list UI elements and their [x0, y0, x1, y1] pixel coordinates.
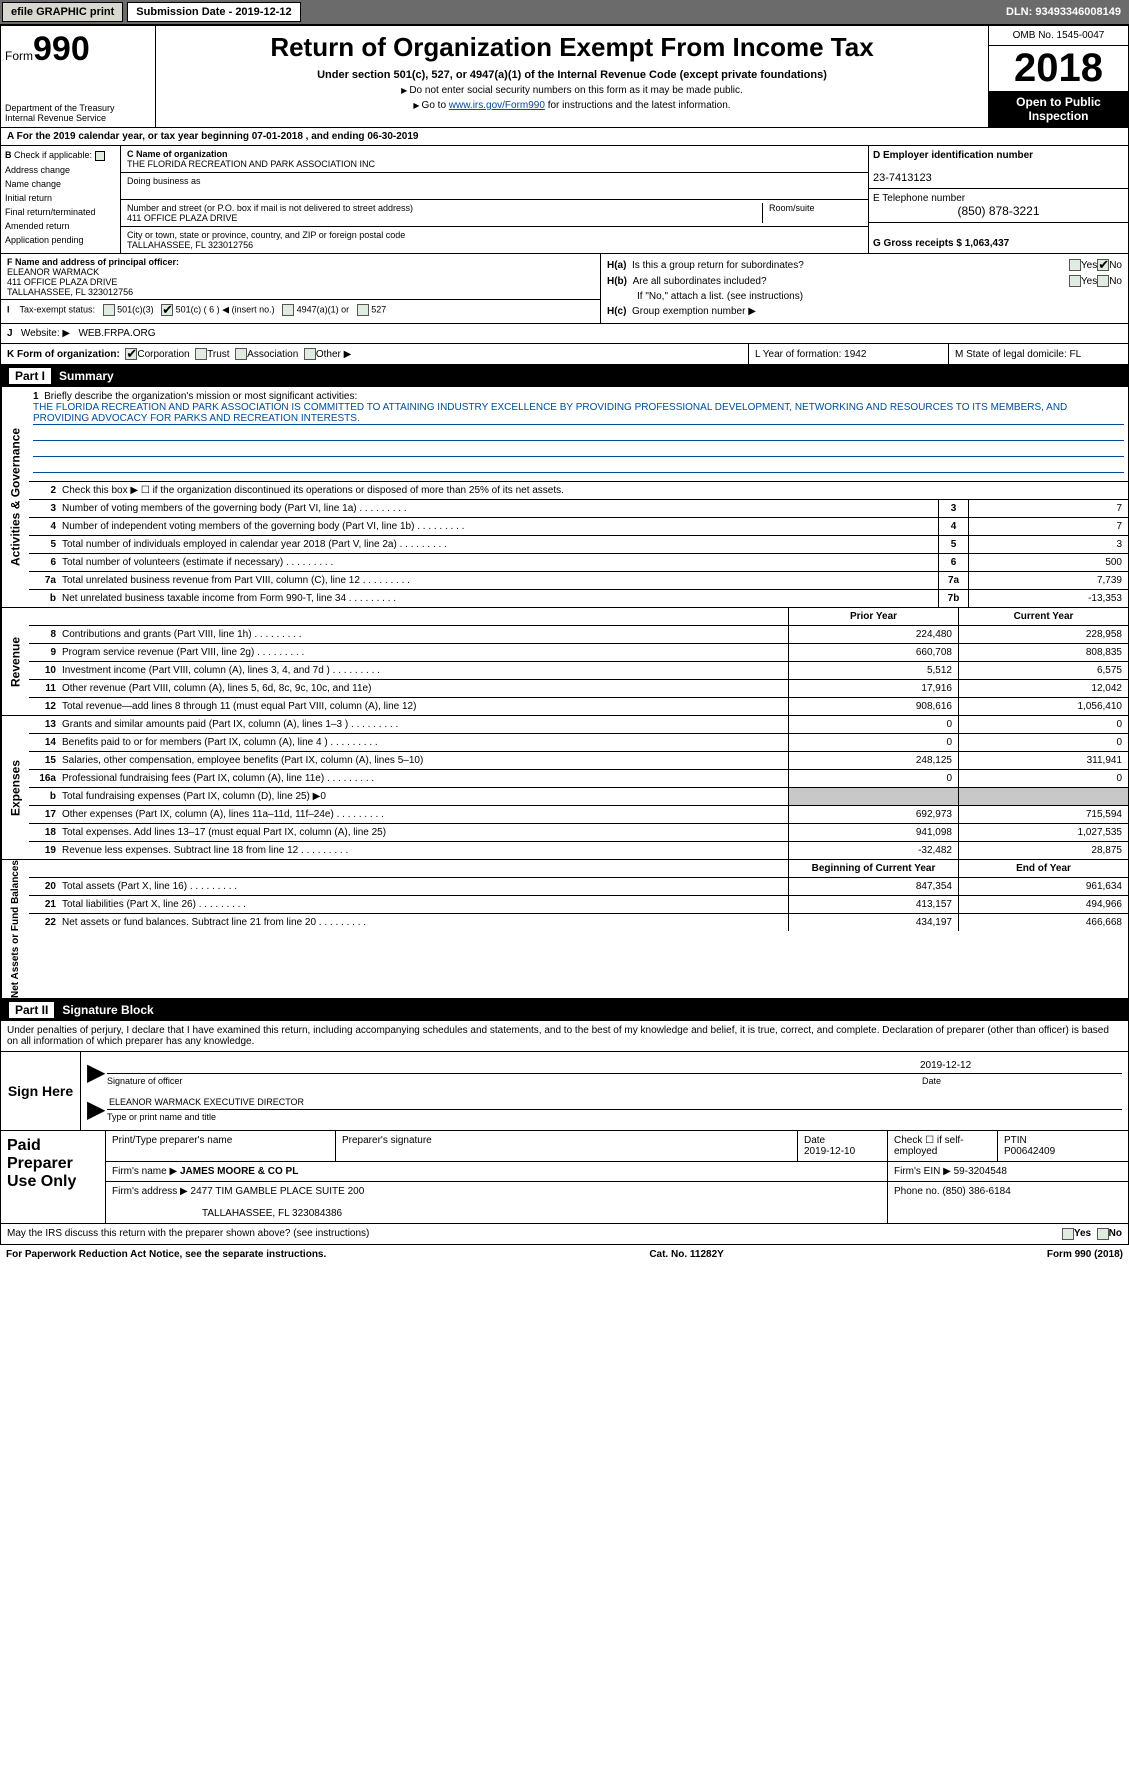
rev-row: 9Program service revenue (Part VIII, lin…	[29, 644, 1128, 662]
exp-row: 14Benefits paid to or for members (Part …	[29, 734, 1128, 752]
section-de: D Employer identification number23-74131…	[868, 146, 1128, 253]
label-expenses: Expenses	[1, 716, 29, 859]
gov-row: 3Number of voting members of the governi…	[29, 500, 1128, 518]
ha-yes[interactable]	[1069, 259, 1081, 271]
firm-name: JAMES MOORE & CO PL	[180, 1166, 298, 1177]
gov-row: 5Total number of individuals employed in…	[29, 536, 1128, 554]
exp-row: 17Other expenses (Part IX, column (A), l…	[29, 806, 1128, 824]
note-link: Go to www.irs.gov/Form990 for instructio…	[162, 100, 982, 111]
checkbox-527[interactable]	[357, 304, 369, 316]
gov-row: 6Total number of volunteers (estimate if…	[29, 554, 1128, 572]
firm-ein: 59-3204548	[954, 1166, 1007, 1177]
ha-no[interactable]	[1097, 259, 1109, 271]
section-k: K Form of organization: Corporation Trus…	[0, 344, 749, 365]
exp-row-shade: bTotal fundraising expenses (Part IX, co…	[29, 788, 1128, 806]
section-b: B Check if applicable: Address change Na…	[1, 146, 121, 253]
omb-number: OMB No. 1545-0047	[989, 26, 1128, 46]
firm-addr: 2477 TIM GAMBLE PLACE SUITE 200	[191, 1186, 365, 1197]
mission-row: 1 Briefly describe the organization's mi…	[29, 387, 1128, 482]
gov-row: 2Check this box ▶ ☐ if the organization …	[29, 482, 1128, 500]
row-a: A For the 2019 calendar year, or tax yea…	[0, 128, 1129, 146]
rev-row: 8Contributions and grants (Part VIII, li…	[29, 626, 1128, 644]
form-number: Form990	[5, 30, 151, 69]
ein: 23-7413123	[873, 172, 932, 184]
discuss-yes[interactable]	[1062, 1228, 1074, 1240]
exp-row: 19Revenue less expenses. Subtract line 1…	[29, 842, 1128, 859]
section-m: M State of legal domicile: FL	[949, 344, 1129, 365]
org-city: TALLAHASSEE, FL 323012756	[127, 240, 253, 250]
k-assoc[interactable]	[235, 348, 247, 360]
hb-yes[interactable]	[1069, 275, 1081, 287]
net-row: 21Total liabilities (Part X, line 26)413…	[29, 896, 1128, 914]
label-netassets: Net Assets or Fund Balances	[1, 860, 29, 998]
k-corp[interactable]	[125, 348, 137, 360]
penalty-text: Under penalties of perjury, I declare th…	[0, 1021, 1129, 1052]
exp-row: 18Total expenses. Add lines 13–17 (must …	[29, 824, 1128, 842]
website: WEB.FRPA.ORG	[78, 328, 155, 339]
section-c: C Name of organizationTHE FLORIDA RECREA…	[121, 146, 868, 253]
checkbox-4947[interactable]	[282, 304, 294, 316]
submission-date: Submission Date - 2019-12-12	[127, 2, 300, 22]
section-h: H(a) Is this a group return for subordin…	[601, 254, 1128, 323]
hb-no[interactable]	[1097, 275, 1109, 287]
net-header-row: Beginning of Current YearEnd of Year	[29, 860, 1128, 878]
section-j: J Website: ▶ WEB.FRPA.ORG	[0, 324, 1129, 344]
phone: (850) 878-3221	[873, 204, 1124, 218]
gov-row: 4Number of independent voting members of…	[29, 518, 1128, 536]
form-title: Return of Organization Exempt From Incom…	[162, 32, 982, 63]
label-revenue: Revenue	[1, 608, 29, 715]
part-ii-header: Part IISignature Block	[0, 999, 1129, 1021]
prep-date: 2019-12-10	[804, 1146, 855, 1157]
gov-row: bNet unrelated business taxable income f…	[29, 590, 1128, 607]
org-address: 411 OFFICE PLAZA DRIVE	[127, 213, 237, 223]
net-row: 20Total assets (Part X, line 16)847,3549…	[29, 878, 1128, 896]
ptin: P00642409	[1004, 1146, 1055, 1157]
top-bar: efile GRAPHIC print Submission Date - 20…	[0, 0, 1129, 25]
dln-label: DLN: 93493346008149	[998, 3, 1129, 21]
gov-row: 7aTotal unrelated business revenue from …	[29, 572, 1128, 590]
fin-header-row: Prior YearCurrent Year	[29, 608, 1128, 626]
k-trust[interactable]	[195, 348, 207, 360]
preparer-block: Paid Preparer Use Only Print/Type prepar…	[0, 1131, 1129, 1224]
gross-receipts: G Gross receipts $ 1,063,437	[873, 238, 1009, 249]
exp-row: 13Grants and similar amounts paid (Part …	[29, 716, 1128, 734]
tax-year: 2018	[989, 46, 1128, 91]
form-subtitle: Under section 501(c), 527, or 4947(a)(1)…	[162, 69, 982, 81]
net-row: 22Net assets or fund balances. Subtract …	[29, 914, 1128, 931]
mission-text: THE FLORIDA RECREATION AND PARK ASSOCIAT…	[33, 402, 1124, 425]
form-header: Form990 Department of the Treasury Inter…	[0, 25, 1129, 128]
efile-button[interactable]: efile GRAPHIC print	[2, 2, 123, 22]
sign-block: Sign Here ▶ 2019-12-12 Signature of offi…	[0, 1052, 1129, 1131]
exp-row: 16aProfessional fundraising fees (Part I…	[29, 770, 1128, 788]
rev-row: 11Other revenue (Part VIII, column (A), …	[29, 680, 1128, 698]
irs-link[interactable]: www.irs.gov/Form990	[449, 100, 545, 111]
k-other[interactable]	[304, 348, 316, 360]
discuss-no[interactable]	[1097, 1228, 1109, 1240]
rev-row: 12Total revenue—add lines 8 through 11 (…	[29, 698, 1128, 715]
footer: For Paperwork Reduction Act Notice, see …	[0, 1245, 1129, 1264]
checkbox-501c3[interactable]	[103, 304, 115, 316]
note-ssn: Do not enter social security numbers on …	[162, 85, 982, 96]
sign-date: 2019-12-12	[920, 1060, 1120, 1071]
org-name: THE FLORIDA RECREATION AND PARK ASSOCIAT…	[127, 159, 375, 169]
label-governance: Activities & Governance	[1, 387, 29, 607]
part-i-header: Part ISummary	[0, 365, 1129, 387]
section-l: L Year of formation: 1942	[749, 344, 949, 365]
discuss-row: May the IRS discuss this return with the…	[0, 1224, 1129, 1245]
open-public: Open to Public Inspection	[989, 91, 1128, 127]
section-f: F Name and address of principal officer:…	[1, 254, 601, 323]
exp-row: 15Salaries, other compensation, employee…	[29, 752, 1128, 770]
checkbox-501c[interactable]	[161, 304, 173, 316]
rev-row: 10Investment income (Part VIII, column (…	[29, 662, 1128, 680]
dept-label: Department of the Treasury Internal Reve…	[5, 103, 151, 123]
firm-phone: (850) 386-6184	[942, 1186, 1010, 1197]
officer-name: ELEANOR WARMACK EXECUTIVE DIRECTOR	[109, 1097, 1120, 1107]
